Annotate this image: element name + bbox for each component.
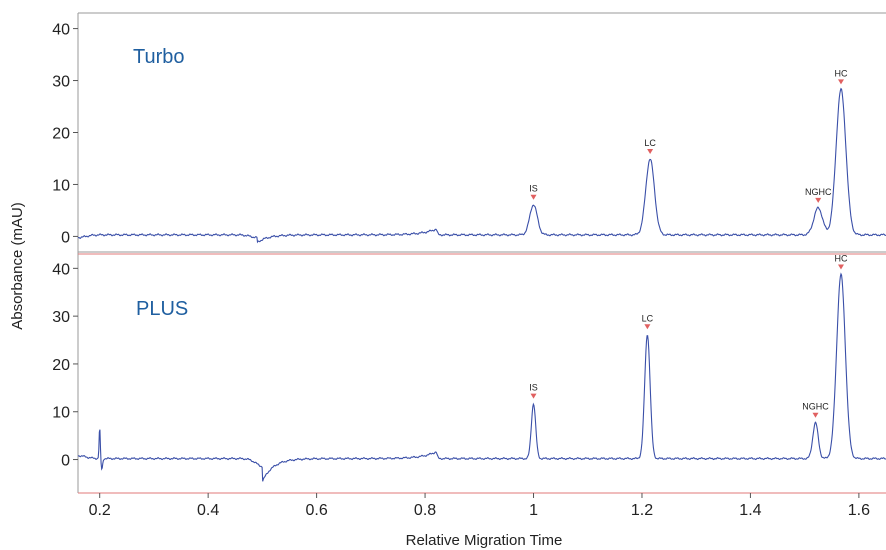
peak-label-hc: HC (834, 254, 847, 264)
x-tick-label: 1.4 (739, 502, 761, 519)
panel-plus: 0 10 20 30 40 PLUS IS LC NGHC HC (52, 254, 886, 482)
x-tick-label: 1.2 (631, 502, 653, 519)
y-tick-label: 10 (52, 177, 70, 194)
signal-trace (77, 87, 886, 244)
peak-label-is: IS (529, 383, 538, 393)
x-tick-label: 0.6 (305, 502, 327, 519)
peak-marker-lc (644, 324, 651, 330)
x-axis-title: Relative Migration Time (406, 532, 563, 549)
peak-marker-nghc (815, 197, 822, 203)
y-tick-label: 40 (52, 22, 70, 39)
peak-label-hc: HC (834, 68, 847, 78)
y-tick-label: 0 (61, 453, 70, 470)
plot-panels: 0 10 20 30 40 Turbo IS LC NGHC HC 0 10 20 30 40 PLUS IS L… (52, 22, 886, 482)
y-axis-title: Absorbance (mAU) (9, 202, 26, 330)
peak-marker-lc (647, 148, 654, 154)
y-tick-label: 20 (52, 357, 70, 374)
x-tick-label: 0.8 (414, 502, 436, 519)
peak-label-nghc: NGHC (802, 402, 829, 412)
y-tick-label: 20 (52, 126, 70, 143)
panel-label: PLUS (136, 298, 188, 320)
x-axis: 0.2 0.4 0.6 0.8 1 1.2 1.4 1.6 (89, 493, 870, 519)
peak-label-lc: LC (644, 138, 656, 148)
x-tick-label: 0.2 (89, 502, 111, 519)
peak-marker-hc (837, 79, 844, 85)
peak-label-lc: LC (642, 313, 654, 323)
x-tick-label: 1 (529, 502, 538, 519)
y-tick-label: 40 (52, 261, 70, 278)
peak-marker-nghc (812, 412, 819, 418)
x-tick-label: 1.6 (848, 502, 870, 519)
y-tick-label: 0 (61, 229, 70, 246)
peak-marker-is (530, 393, 537, 399)
y-tick-label: 10 (52, 405, 70, 422)
y-tick-label: 30 (52, 74, 70, 91)
y-tick-label: 30 (52, 309, 70, 326)
peak-label-is: IS (529, 184, 538, 194)
signal-trace (77, 272, 886, 482)
peak-marker-hc (837, 264, 844, 270)
plot-frame (77, 12, 886, 494)
peak-marker-is (530, 194, 537, 200)
peak-label-nghc: NGHC (805, 187, 832, 197)
panel-label: Turbo (133, 46, 185, 68)
panel-turbo: 0 10 20 30 40 Turbo IS LC NGHC HC (52, 22, 886, 246)
x-tick-label: 0.4 (197, 502, 219, 519)
